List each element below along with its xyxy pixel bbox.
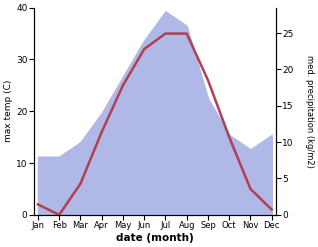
Y-axis label: med. precipitation (kg/m2): med. precipitation (kg/m2) xyxy=(305,55,314,168)
X-axis label: date (month): date (month) xyxy=(116,233,194,243)
Y-axis label: max temp (C): max temp (C) xyxy=(4,80,13,143)
